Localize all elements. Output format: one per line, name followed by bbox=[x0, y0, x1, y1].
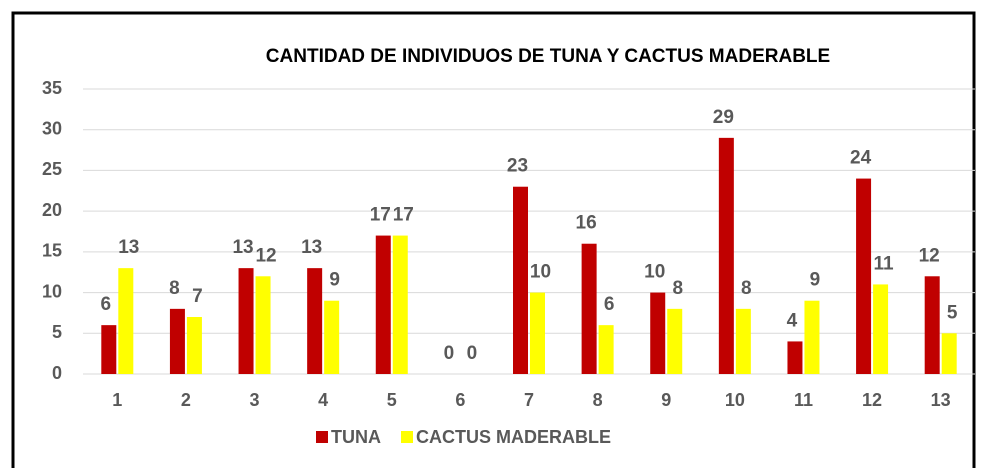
y-tick-label: 25 bbox=[42, 159, 62, 179]
data-label: 6 bbox=[604, 294, 615, 315]
y-tick-label: 20 bbox=[42, 200, 62, 220]
data-label: 0 bbox=[444, 343, 455, 364]
bar bbox=[118, 268, 134, 374]
data-label: 13 bbox=[301, 237, 322, 258]
bar bbox=[530, 292, 545, 374]
bar bbox=[787, 341, 803, 374]
data-label: 13 bbox=[232, 237, 253, 258]
data-label: 10 bbox=[644, 262, 665, 283]
bar bbox=[186, 317, 202, 374]
y-tick-label: 5 bbox=[52, 322, 62, 342]
bar bbox=[101, 325, 117, 374]
x-tick-label: 5 bbox=[387, 390, 397, 410]
bar bbox=[941, 333, 957, 374]
data-label: 13 bbox=[118, 237, 139, 258]
x-tick-label: 3 bbox=[250, 390, 260, 410]
legend-label: TUNA bbox=[331, 427, 381, 447]
y-tick-label: 30 bbox=[42, 118, 62, 138]
data-label: 16 bbox=[576, 213, 597, 234]
bar bbox=[667, 308, 683, 374]
data-label: 9 bbox=[329, 270, 340, 291]
bar bbox=[307, 268, 323, 374]
x-tick-label: 2 bbox=[181, 390, 191, 410]
bar bbox=[650, 292, 666, 374]
legend-label: CACTUS MADERABLE bbox=[416, 427, 611, 447]
data-label: 4 bbox=[787, 310, 798, 331]
x-tick-label: 10 bbox=[725, 390, 745, 410]
legend-swatch bbox=[316, 431, 328, 443]
data-label: 17 bbox=[393, 205, 414, 226]
data-label: 8 bbox=[741, 278, 752, 299]
data-label: 12 bbox=[919, 245, 940, 266]
x-tick-label: 9 bbox=[661, 390, 671, 410]
bar bbox=[581, 243, 597, 374]
bar bbox=[718, 137, 734, 374]
data-label: 9 bbox=[810, 270, 821, 291]
x-tick-label: 13 bbox=[931, 390, 951, 410]
data-label: 6 bbox=[101, 294, 112, 315]
data-label: 8 bbox=[169, 278, 180, 299]
data-label: 7 bbox=[192, 286, 203, 307]
bar bbox=[238, 268, 254, 374]
x-tick-label: 11 bbox=[794, 390, 813, 410]
data-label: 8 bbox=[672, 278, 683, 299]
bar bbox=[873, 284, 889, 374]
y-tick-label: 15 bbox=[42, 241, 62, 261]
bar bbox=[856, 178, 872, 374]
bar bbox=[375, 235, 391, 374]
bar bbox=[513, 186, 528, 374]
x-tick-label: 8 bbox=[593, 390, 603, 410]
legend-swatch bbox=[401, 431, 413, 443]
y-tick-label: 0 bbox=[52, 363, 62, 383]
data-label: 0 bbox=[467, 343, 478, 364]
bar bbox=[598, 325, 614, 374]
chart-border bbox=[11, 11, 976, 468]
bar bbox=[924, 276, 940, 374]
data-label: 17 bbox=[370, 205, 391, 226]
bar bbox=[735, 308, 751, 374]
bar bbox=[255, 276, 271, 374]
bar bbox=[392, 235, 408, 374]
bar bbox=[169, 308, 185, 374]
data-label: 23 bbox=[507, 156, 528, 177]
x-tick-label: 4 bbox=[318, 390, 328, 410]
data-label: 10 bbox=[530, 262, 551, 283]
data-label: 12 bbox=[255, 245, 276, 266]
x-tick-label: 7 bbox=[524, 390, 534, 410]
x-tick-label: 1 bbox=[112, 390, 122, 410]
chart-title: CANTIDAD DE INDIVIDUOS DE TUNA Y CACTUS … bbox=[266, 46, 830, 67]
data-label: 11 bbox=[874, 253, 895, 274]
x-tick-label: 6 bbox=[455, 390, 465, 410]
bar bbox=[804, 300, 820, 374]
bar bbox=[324, 300, 340, 374]
y-tick-label: 35 bbox=[42, 78, 62, 98]
data-label: 29 bbox=[713, 107, 734, 128]
x-tick-label: 12 bbox=[862, 390, 882, 410]
data-label: 24 bbox=[850, 148, 872, 169]
y-tick-label: 10 bbox=[42, 281, 62, 301]
data-label: 5 bbox=[947, 302, 958, 323]
